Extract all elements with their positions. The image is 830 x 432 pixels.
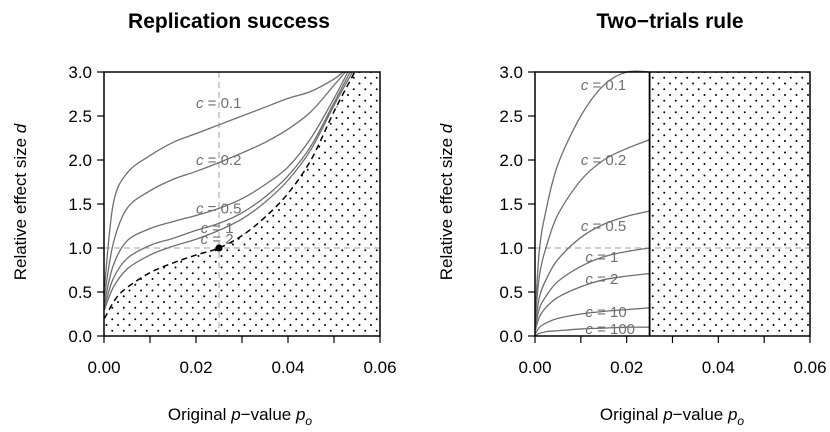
- x-tick-label: 0.00: [518, 358, 551, 377]
- curve-2: [103, 71, 353, 310]
- x-tick-label: 0.02: [179, 358, 212, 377]
- x-tick-label: 0.02: [610, 358, 643, 377]
- curve-label: c = 0.5: [196, 200, 241, 217]
- curve-labels: c = 0.1 c = 0.2 c = 0.5 c = 1c = 2: [196, 95, 241, 248]
- y-tick-label: 1.0: [68, 239, 92, 258]
- curve-0.5: [103, 71, 349, 303]
- axes: 0.00 0.02 0.04 0.06 0.0 0.5 1.0 1.5 2.0 2.5 3.0: [499, 63, 826, 377]
- y-tick-label: 0.5: [68, 283, 92, 302]
- curve-label: c = 2: [585, 271, 618, 288]
- y-tick-label: 2.5: [68, 107, 92, 126]
- curve-0.2: [103, 71, 346, 297]
- curve-1: [534, 247, 650, 328]
- curve-label: c = 0.2: [196, 152, 241, 169]
- x-axis-label: Original p−value po: [168, 405, 313, 427]
- x-tick-label: 0.00: [87, 358, 120, 377]
- y-tick-label: 0.0: [68, 327, 92, 346]
- curve-label: c = 0.2: [581, 152, 626, 169]
- curve-label: c = 0.5: [581, 218, 626, 235]
- panel-title: Two−trials rule: [596, 10, 743, 33]
- curve-10: [534, 307, 650, 334]
- curve-0.2: [534, 139, 650, 317]
- curve-label: c = 10: [585, 304, 626, 321]
- curve-label: c = 2: [201, 231, 234, 248]
- x-tick-label: 0.04: [702, 358, 735, 377]
- y-tick-label: 1.5: [499, 195, 523, 214]
- panel-title: Replication success: [128, 10, 330, 33]
- shaded-region: [649, 72, 810, 336]
- x-tick-label: 0.04: [271, 358, 304, 377]
- curve-1: [103, 71, 351, 308]
- axes: 0.00 0.02 0.04 0.06 0.0 0.5 1.0 1.5 2.0 2.5 3.0: [68, 63, 396, 377]
- y-tick-label: 0.5: [499, 283, 523, 302]
- highlight-point: [215, 244, 223, 252]
- shaded-area: [104, 72, 381, 336]
- curve-label: c = 0.1: [196, 95, 241, 112]
- y-tick-label: 2.0: [499, 151, 523, 170]
- curves: [103, 71, 356, 319]
- curve-label: c = 1: [201, 220, 234, 237]
- y-tick-label: 1.0: [499, 239, 523, 258]
- curve-labels: c = 0.1 c = 0.2 c = 0.5 c = 1 c = 2 c = 10c =…: [581, 77, 635, 338]
- shaded-area: [649, 72, 810, 336]
- panel-two-trials-rule: Two−trials rule Relative effect size d O…: [437, 10, 827, 428]
- reference-lines: [104, 72, 380, 336]
- panel-replication-success: Replication success Relative effect size…: [11, 10, 397, 428]
- curve-0.1: [103, 71, 344, 288]
- y-tick-label: 2.5: [499, 107, 523, 126]
- x-tick-label: 0.06: [793, 358, 826, 377]
- y-tick-label: 0.0: [499, 327, 523, 346]
- x-tick-label: 0.06: [363, 358, 396, 377]
- y-axis-label: Relative effect size d: [437, 123, 456, 280]
- y-tick-label: 3.0: [68, 63, 92, 82]
- y-tick-label: 1.5: [68, 195, 92, 214]
- curve-0.5: [534, 210, 650, 324]
- x-axis-label: Original p−value po: [600, 405, 745, 427]
- y-tick-label: 3.0: [499, 63, 523, 82]
- shaded-region: [104, 72, 381, 336]
- curves: [534, 70, 651, 336]
- y-tick-label: 2.0: [68, 151, 92, 170]
- curve-100: [535, 326, 650, 336]
- y-axis-label: Relative effect size d: [11, 123, 30, 280]
- curve-2: [534, 272, 650, 331]
- curve-label: c = 100: [585, 321, 635, 338]
- curve-label: c = 1: [585, 249, 618, 266]
- curve-label: c = 0.1: [581, 77, 626, 94]
